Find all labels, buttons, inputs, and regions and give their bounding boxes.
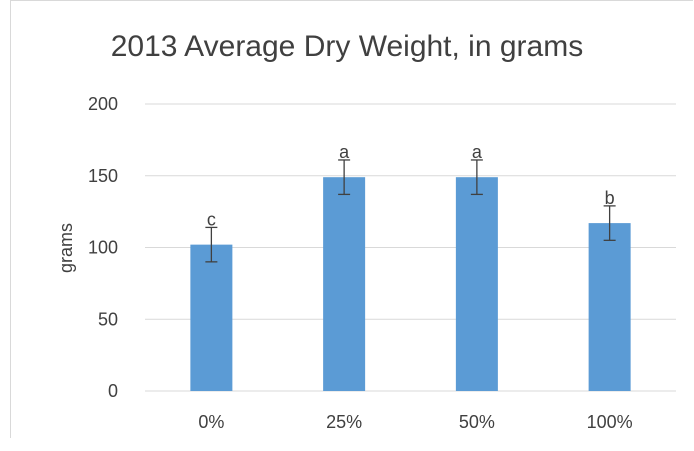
x-tick-labels: 0% 25% 50% 100% bbox=[198, 412, 632, 432]
error-bars bbox=[205, 159, 616, 263]
significance-label: b bbox=[605, 188, 615, 208]
significance-label: a bbox=[339, 142, 350, 162]
x-tick-label: 100% bbox=[587, 412, 633, 432]
significance-labels: c a a b bbox=[207, 142, 615, 229]
significance-label: a bbox=[472, 142, 483, 162]
y-tick-label: 0 bbox=[108, 381, 118, 401]
bar bbox=[323, 177, 366, 391]
y-tick-label: 50 bbox=[98, 309, 118, 329]
y-axis-title: grams bbox=[56, 223, 76, 273]
gridlines bbox=[145, 103, 676, 392]
x-tick-label: 0% bbox=[198, 412, 224, 432]
x-tick-label: 25% bbox=[326, 412, 362, 432]
significance-label: c bbox=[207, 209, 216, 229]
y-tick-label: 200 bbox=[88, 94, 118, 114]
y-tick-label: 100 bbox=[88, 238, 118, 258]
bars bbox=[190, 177, 631, 391]
y-tick-labels: 0 50 100 150 200 bbox=[88, 94, 118, 401]
chart-title: 2013 Average Dry Weight, in grams bbox=[110, 30, 584, 63]
y-tick-label: 150 bbox=[88, 166, 118, 186]
bar bbox=[455, 177, 498, 391]
chart-frame bbox=[10, 0, 693, 438]
x-tick-label: 50% bbox=[459, 412, 495, 432]
bar bbox=[190, 244, 233, 391]
bar bbox=[588, 223, 631, 391]
